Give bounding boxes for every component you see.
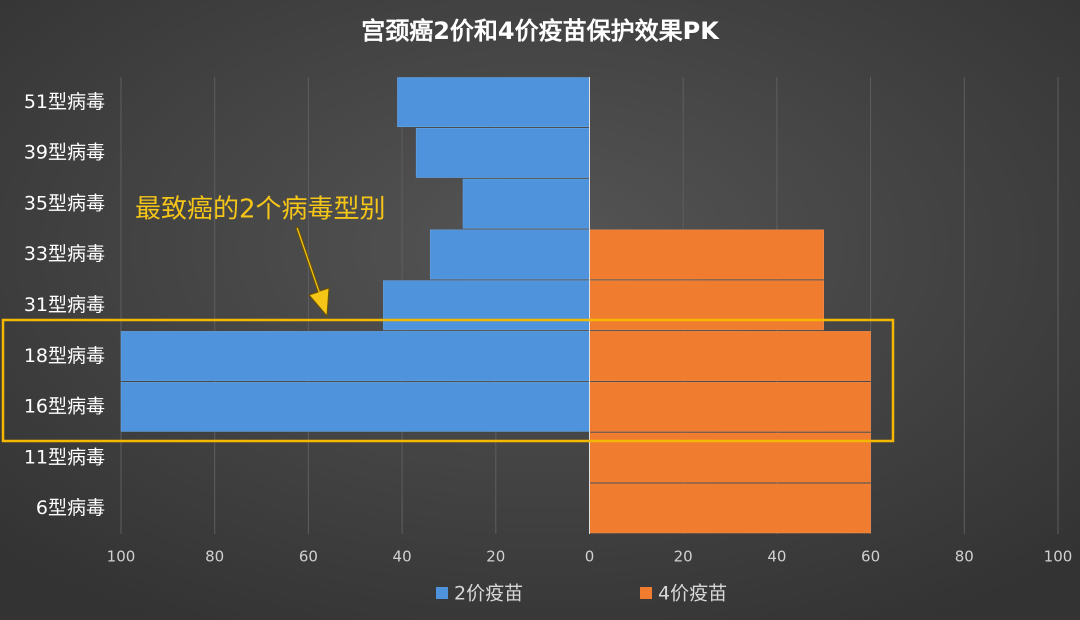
x-tick-label: 0 bbox=[585, 548, 595, 566]
annotation: 最致癌的2个病毒型别 bbox=[135, 195, 386, 225]
x-tick-label: 80 bbox=[955, 548, 974, 566]
x-tick-label: 40 bbox=[393, 548, 412, 566]
x-tick-label: 100 bbox=[1044, 548, 1073, 566]
bar bbox=[120, 381, 590, 432]
annotation-arrow bbox=[295, 226, 330, 318]
y-tick-label: 31型病毒 bbox=[24, 294, 105, 316]
y-tick-label: 35型病毒 bbox=[24, 192, 105, 214]
legend-swatch bbox=[436, 587, 448, 599]
y-tick-label: 16型病毒 bbox=[24, 396, 105, 418]
bar bbox=[383, 280, 590, 331]
highlight-box bbox=[1, 318, 895, 443]
bar bbox=[589, 280, 824, 331]
legend-label: 2价疫苗 bbox=[454, 583, 523, 605]
bar bbox=[397, 77, 590, 128]
bar bbox=[589, 331, 871, 381]
y-tick-label: 33型病毒 bbox=[24, 243, 105, 265]
x-tick-label: 20 bbox=[486, 548, 505, 566]
chart-title: 宫颈癌2价和4价疫苗保护效果PK bbox=[361, 17, 720, 45]
y-tick-label: 51型病毒 bbox=[24, 91, 105, 113]
y-tick-label: 6型病毒 bbox=[36, 497, 105, 519]
grid bbox=[120, 77, 1059, 534]
bar bbox=[429, 229, 590, 280]
x-tick-label: 60 bbox=[299, 548, 318, 566]
x-tick-label: 80 bbox=[205, 548, 224, 566]
x-tick-label: 60 bbox=[861, 548, 880, 566]
legend-label: 4价疫苗 bbox=[658, 583, 727, 605]
y-tick-label: 11型病毒 bbox=[24, 446, 105, 468]
bar bbox=[589, 483, 871, 534]
y-tick-label: 39型病毒 bbox=[24, 142, 105, 164]
bar bbox=[120, 331, 590, 381]
legend-swatch bbox=[640, 587, 652, 599]
bar bbox=[589, 229, 824, 280]
x-tick-label: 40 bbox=[767, 548, 786, 566]
x-tick-label: 100 bbox=[107, 548, 136, 566]
labels: 100 80 60 40 20 0 20 40 60 80 100 51型病毒 39型病毒 35型病毒 33… bbox=[24, 91, 1073, 605]
bar bbox=[589, 381, 871, 432]
y-tick-label: 18型病毒 bbox=[24, 345, 105, 367]
bars bbox=[120, 77, 871, 534]
x-tick-label: 20 bbox=[674, 548, 693, 566]
bar bbox=[415, 128, 590, 178]
bar bbox=[462, 178, 590, 229]
